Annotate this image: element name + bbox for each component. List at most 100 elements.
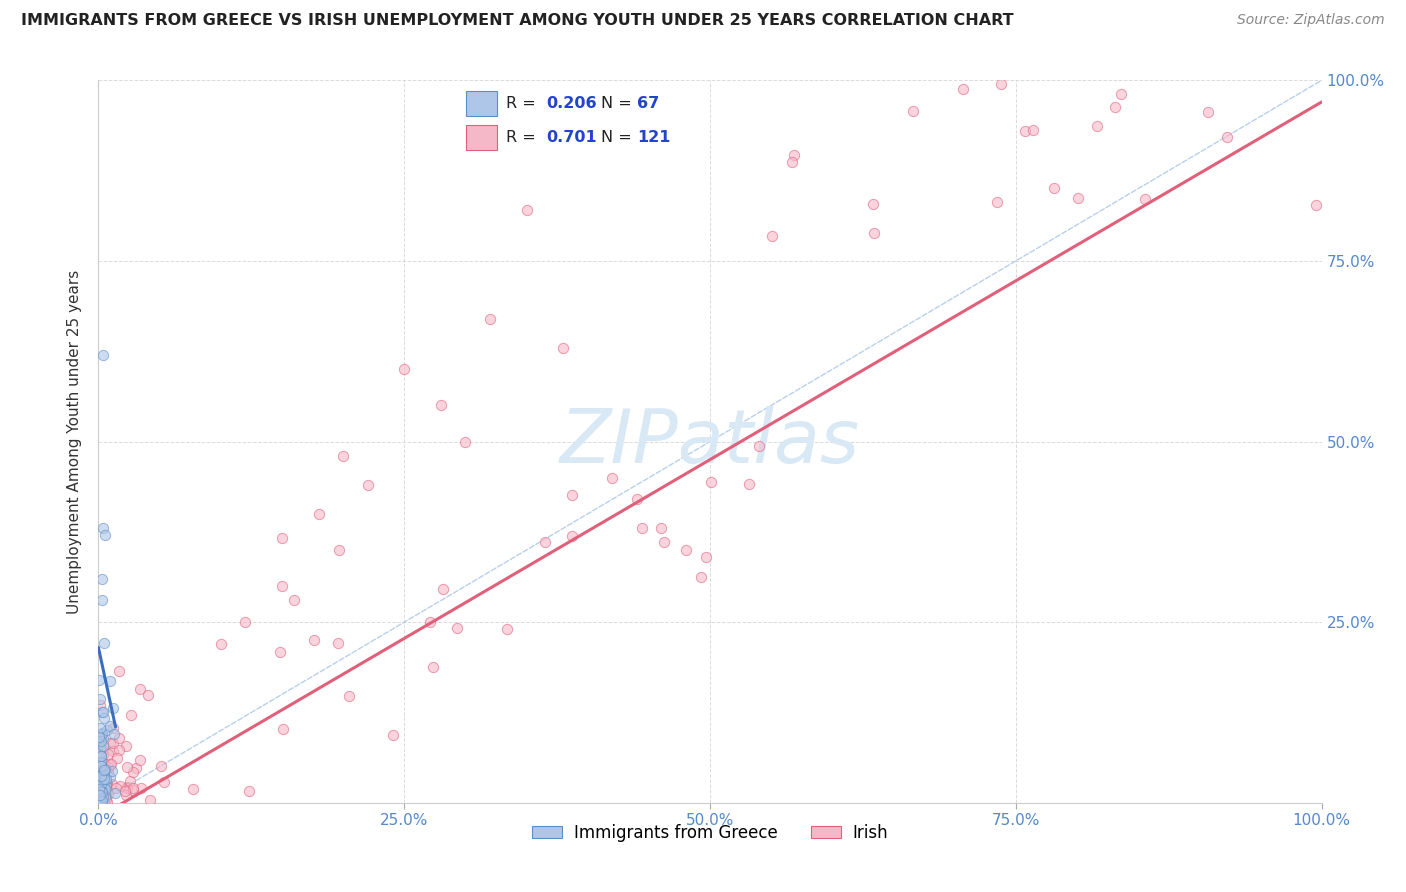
Point [101,743,124,757]
Point [90,794,112,808]
Point [93,711,115,725]
Point [117,760,139,774]
Point [89,756,111,770]
Point [91,780,114,794]
Point [91,747,114,762]
Point [270,579,294,593]
Point [90,747,112,762]
Point [1305,198,1327,212]
Point [91,705,114,719]
Point [381,728,404,742]
Point [863,226,886,240]
Point [630,521,652,535]
Point [90,779,112,793]
Point [952,82,974,96]
Point [738,477,761,491]
Point [748,440,770,454]
Point [650,521,672,535]
Point [89,775,111,789]
Point [91,762,114,776]
Point [122,764,145,779]
Point [332,449,354,463]
Point [695,549,717,564]
Point [1014,124,1036,138]
Point [675,542,697,557]
Point [128,753,150,767]
Point [108,664,131,678]
Point [89,788,111,802]
Point [139,792,162,806]
Point [115,739,138,753]
Point [87,737,110,751]
Point [101,701,124,715]
Point [89,729,111,743]
Point [90,789,112,803]
Point [780,154,803,169]
Point [115,780,138,794]
Point [446,621,468,635]
Point [430,398,453,412]
Point [90,784,112,798]
Point [129,681,152,696]
Point [89,757,111,772]
Point [478,311,501,326]
Point [94,792,117,806]
Point [87,769,110,783]
Point [93,635,115,649]
Point [87,730,110,744]
Point [283,593,305,607]
Point [93,762,115,776]
Point [89,772,111,787]
Point [600,470,623,484]
Point [89,731,111,746]
Point [183,781,205,796]
Point [91,794,114,808]
Point [93,528,115,542]
Point [96,782,118,797]
Point [91,706,114,720]
Point [91,726,114,740]
Point [117,781,139,796]
Point [90,793,112,807]
Point [94,772,117,786]
Point [422,660,444,674]
Point [90,769,112,783]
Point [136,688,159,702]
Point [89,691,111,706]
Point [96,776,118,790]
Point [89,698,111,713]
Point [1104,100,1126,114]
Point [91,348,114,362]
Point [432,582,454,597]
Point [561,529,583,543]
Point [89,741,111,756]
Point [118,774,141,789]
Point [93,763,115,777]
Point [90,756,112,770]
Legend: Immigrants from Greece, Irish: Immigrants from Greece, Irish [526,817,894,848]
Point [91,784,114,798]
Point [125,761,148,775]
Point [87,788,110,802]
Point [90,758,112,772]
Point [89,773,111,788]
Point [96,795,118,809]
Point [91,572,114,586]
Point [150,758,173,772]
Text: ZIPatlas: ZIPatlas [560,406,860,477]
Point [90,793,112,807]
Text: IMMIGRANTS FROM GREECE VS IRISH UNEMPLOYMENT AMONG YOUTH UNDER 25 YEARS CORRELAT: IMMIGRANTS FROM GREECE VS IRISH UNEMPLOY… [21,13,1014,29]
Point [89,781,111,796]
Point [90,777,112,791]
Point [326,636,349,650]
Point [1067,191,1090,205]
Point [90,769,112,783]
Point [90,780,112,795]
Point [87,794,110,808]
Point [89,768,111,782]
Point [94,781,117,796]
Point [91,785,114,799]
Point [101,736,124,750]
Point [93,756,115,771]
Point [122,780,145,795]
